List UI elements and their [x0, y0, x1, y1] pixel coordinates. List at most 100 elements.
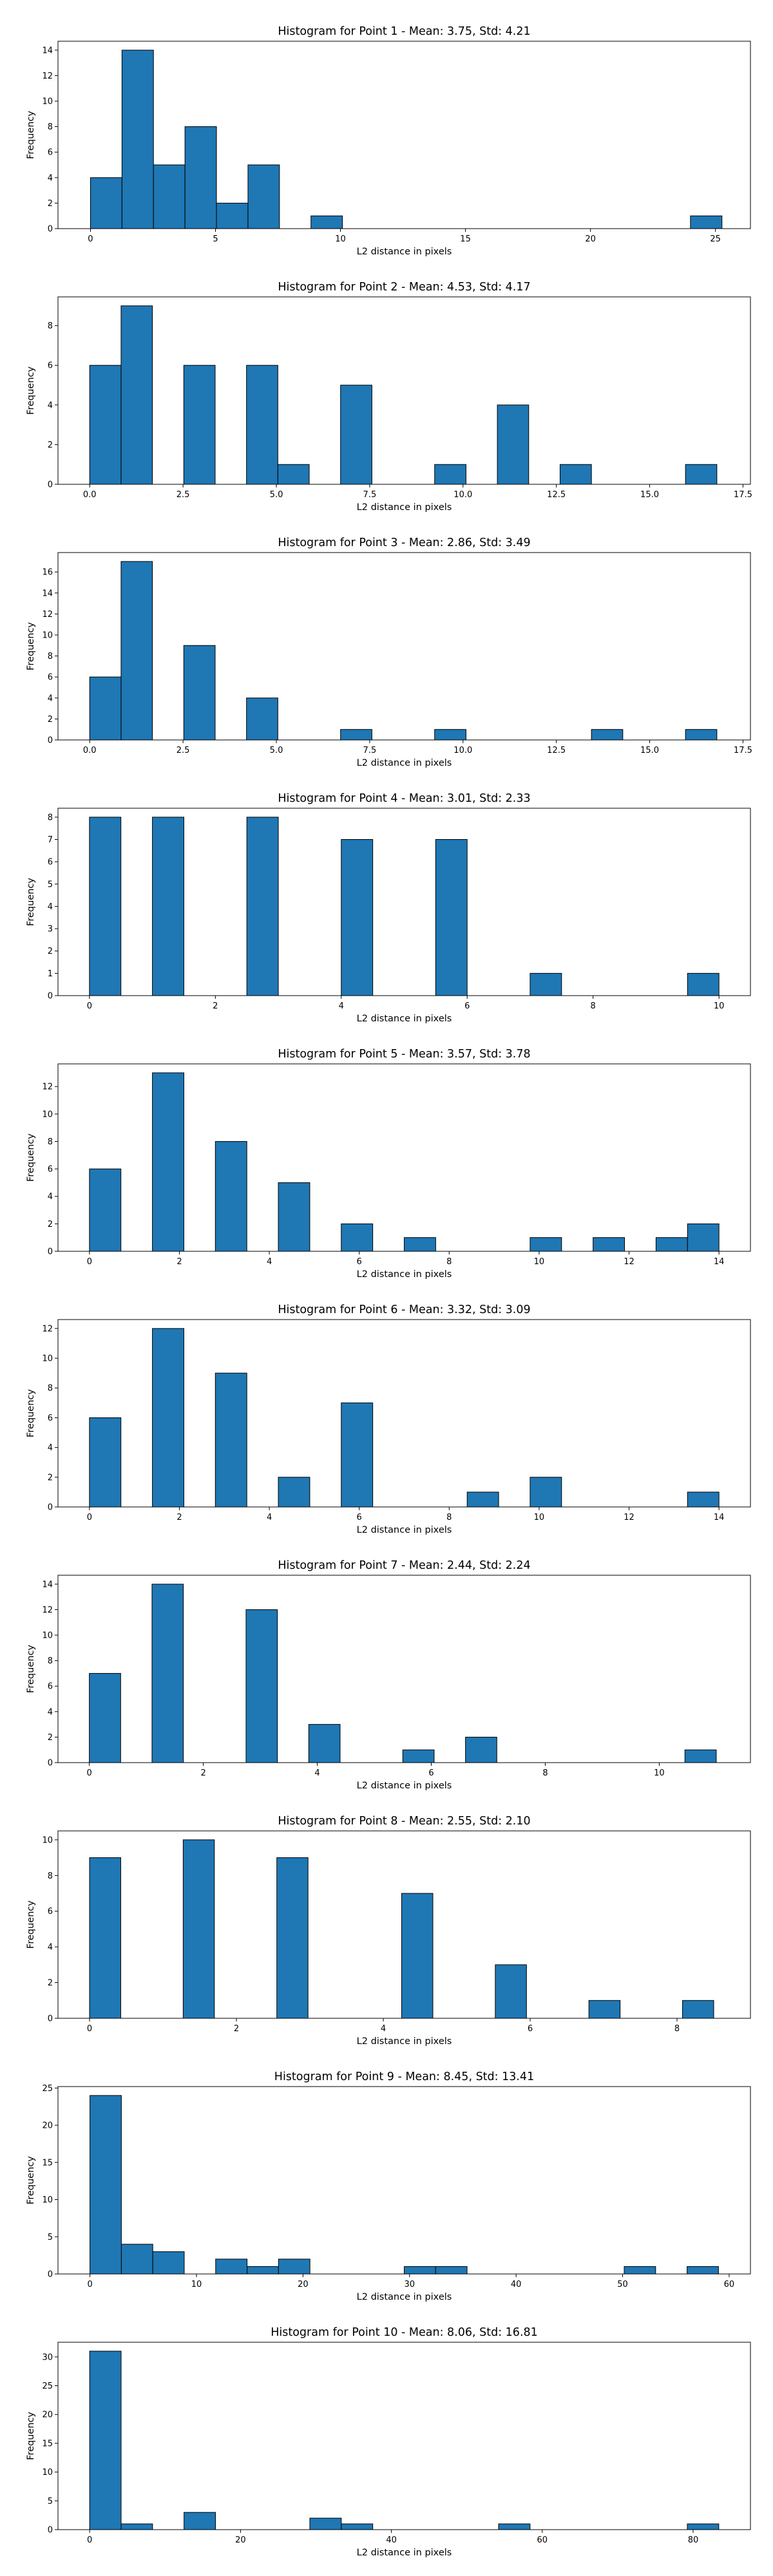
chart-title: Histogram for Point 8 - Mean: 2.55, Std:…: [278, 1815, 530, 1828]
y-tick-label: 2: [48, 440, 53, 450]
axes-frame: [57, 1830, 751, 2019]
x-tick-label: 8: [446, 1513, 452, 1522]
y-tick-label: 4: [48, 173, 53, 183]
histogram-bar: [215, 1372, 247, 1508]
histogram-bar: [247, 164, 280, 229]
x-tick-label: 25: [710, 234, 721, 244]
axes-frame: [57, 1063, 751, 1252]
y-tick-label: 8: [48, 122, 53, 132]
histogram-bar: [404, 2266, 436, 2275]
y-tick-label: 8: [48, 1871, 53, 1881]
histogram-bar: [184, 126, 217, 229]
y-axis-label: Frequency: [26, 878, 36, 926]
y-tick-label: 0: [48, 2270, 53, 2280]
x-axis-label: L2 distance in pixels: [357, 2548, 452, 2558]
histogram-bar: [247, 2266, 279, 2275]
y-tick-label: 10: [42, 1110, 53, 1119]
histogram-bar: [153, 164, 186, 229]
x-tick-label: 7.5: [363, 490, 377, 500]
histogram-bar: [404, 1237, 436, 1252]
histogram-bar: [685, 729, 718, 741]
x-tick-label: 2: [213, 1001, 218, 1011]
y-tick-label: 25: [42, 2084, 53, 2094]
x-tick-label: 12.5: [547, 490, 566, 500]
x-tick-label: 10: [534, 1513, 545, 1522]
histogram-bar: [215, 1141, 247, 1252]
x-tick-label: 0: [88, 234, 93, 244]
histogram-bar: [120, 561, 153, 741]
y-tick-label: 10: [42, 2195, 53, 2205]
y-tick-label: 8: [48, 321, 53, 331]
chart-title: Histogram for Point 4 - Mean: 3.01, Std:…: [278, 792, 530, 805]
x-tick-label: 6: [357, 1257, 362, 1267]
x-axis-label: L2 distance in pixels: [357, 1269, 452, 1280]
x-tick-label: 2: [177, 1513, 182, 1522]
histogram-bar: [687, 2266, 719, 2275]
histogram-bar: [152, 1072, 184, 1252]
y-axis-label: Frequency: [26, 111, 36, 159]
y-tick-label: 12: [42, 1324, 53, 1334]
histogram-panel-6: Histogram for Point 6 - Mean: 3.32, Std:…: [26, 1303, 751, 1535]
x-tick-label: 6: [528, 2024, 533, 2034]
x-tick-label: 2: [234, 2024, 239, 2034]
x-tick-label: 0: [87, 1513, 92, 1522]
histogram-bar: [593, 1237, 625, 1252]
histogram-bar: [434, 464, 466, 485]
y-tick-label: 2: [48, 1978, 53, 1988]
y-tick-label: 6: [48, 673, 53, 683]
histogram-bar: [588, 2000, 621, 2019]
y-tick-label: 6: [48, 858, 53, 867]
y-tick-label: 0: [48, 1247, 53, 1257]
y-tick-label: 30: [42, 2353, 53, 2362]
histogram-bar: [687, 972, 720, 996]
x-tick-label: 4: [314, 1768, 320, 1778]
histogram-bar: [434, 729, 466, 741]
histogram-bar: [120, 305, 153, 485]
histogram-bar: [341, 2523, 374, 2530]
x-tick-label: 50: [617, 2280, 628, 2289]
y-tick-label: 6: [48, 1414, 53, 1423]
histogram-bar: [89, 2351, 122, 2530]
histogram-bar: [308, 1724, 341, 1763]
histogram-bar: [152, 2251, 185, 2275]
y-tick-label: 10: [42, 1835, 53, 1845]
histogram-bar: [182, 1839, 215, 2019]
chart-title: Histogram for Point 2 - Mean: 4.53, Std:…: [278, 281, 530, 294]
histogram-bar: [216, 202, 249, 229]
y-tick-label: 1: [48, 969, 53, 979]
histogram-bar: [402, 1749, 435, 1763]
x-tick-label: 0: [87, 2280, 92, 2289]
x-tick-label: 8: [542, 1768, 548, 1778]
y-tick-label: 14: [42, 589, 53, 598]
histogram-bar: [89, 1168, 122, 1252]
x-tick-label: 5.0: [270, 746, 283, 755]
histogram-bar: [341, 1223, 374, 1252]
histogram-bar: [687, 2523, 720, 2530]
y-tick-label: 8: [48, 652, 53, 661]
x-tick-label: 17.5: [734, 490, 752, 500]
x-tick-label: 6: [464, 1001, 470, 1011]
histogram-bar: [278, 1477, 310, 1508]
y-tick-label: 14: [42, 46, 53, 55]
y-axis-label: Frequency: [26, 1389, 36, 1437]
x-tick-label: 14: [714, 1513, 725, 1522]
y-tick-label: 8: [48, 813, 53, 822]
histogram-bar: [498, 2523, 531, 2530]
x-tick-label: 10: [714, 1001, 725, 1011]
x-tick-label: 0: [87, 2535, 92, 2545]
y-tick-label: 5: [48, 880, 53, 889]
chart-title: Histogram for Point 3 - Mean: 2.86, Std:…: [278, 536, 530, 549]
y-tick-label: 12: [42, 71, 53, 81]
y-axis-label: Frequency: [26, 2156, 36, 2204]
histogram-bar: [465, 1736, 497, 1763]
x-axis-label: L2 distance in pixels: [357, 2036, 452, 2047]
histogram-bar: [624, 2266, 656, 2275]
y-tick-label: 6: [48, 1165, 53, 1175]
y-tick-label: 0: [48, 1759, 53, 1768]
histogram-bar: [684, 1749, 717, 1763]
x-tick-label: 6: [428, 1768, 434, 1778]
x-tick-label: 4: [267, 1257, 272, 1267]
x-axis-label: L2 distance in pixels: [357, 2292, 452, 2302]
histogram-bar: [215, 2259, 248, 2275]
histogram-bar: [90, 177, 122, 229]
